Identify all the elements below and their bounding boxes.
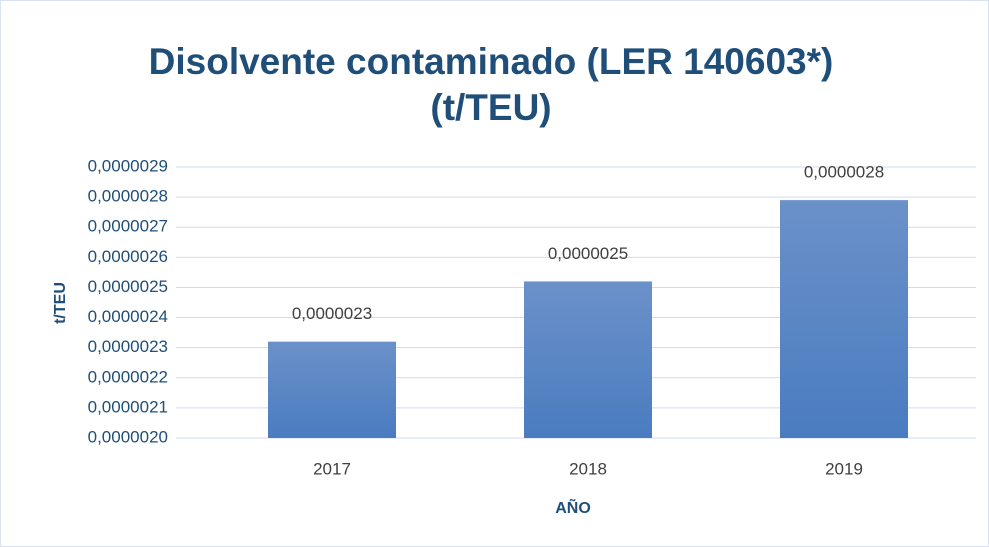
x-tick-label: 2019	[825, 459, 863, 478]
data-label: 0,0000023	[292, 304, 372, 323]
x-tick-label: 2018	[569, 459, 607, 478]
y-axis-title: t/TEU	[52, 282, 69, 324]
data-label: 0,0000028	[804, 163, 884, 182]
y-tick-label: 0,0000021	[88, 397, 168, 416]
bar	[268, 341, 396, 438]
y-tick-label: 0,0000025	[88, 277, 168, 296]
x-axis-title: AÑO	[555, 497, 591, 517]
chart-title: Disolvente contaminado (LER 140603*) (t/…	[148, 41, 834, 128]
bar	[524, 281, 652, 438]
y-tick-label: 0,0000020	[88, 427, 168, 446]
x-tick-label: 2017	[313, 459, 351, 478]
y-tick-label: 0,0000027	[88, 217, 168, 236]
bar	[780, 200, 908, 438]
y-tick-label: 0,0000022	[88, 367, 168, 386]
data-label: 0,0000025	[548, 244, 628, 263]
y-tick-label: 0,0000026	[88, 247, 168, 266]
y-tick-label: 0,0000023	[88, 337, 168, 356]
y-tick-label: 0,0000024	[88, 307, 168, 326]
y-tick-label: 0,0000029	[88, 156, 168, 175]
y-tick-label: 0,0000028	[88, 187, 168, 206]
